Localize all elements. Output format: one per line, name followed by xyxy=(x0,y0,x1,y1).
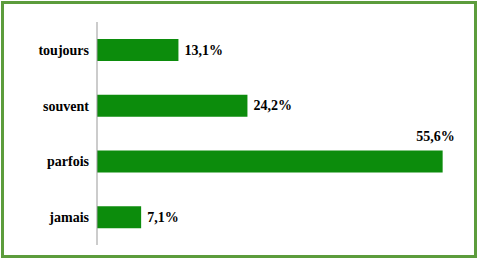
svg-text:jamais: jamais xyxy=(48,210,89,225)
svg-text:13,1%: 13,1% xyxy=(184,43,223,58)
svg-text:souvent: souvent xyxy=(43,99,89,114)
svg-text:7,1%: 7,1% xyxy=(147,210,179,225)
svg-text:parfois: parfois xyxy=(47,154,90,169)
svg-text:toujours: toujours xyxy=(38,43,89,58)
svg-text:24,2%: 24,2% xyxy=(253,98,292,113)
svg-text:55,6%: 55,6% xyxy=(416,129,455,144)
